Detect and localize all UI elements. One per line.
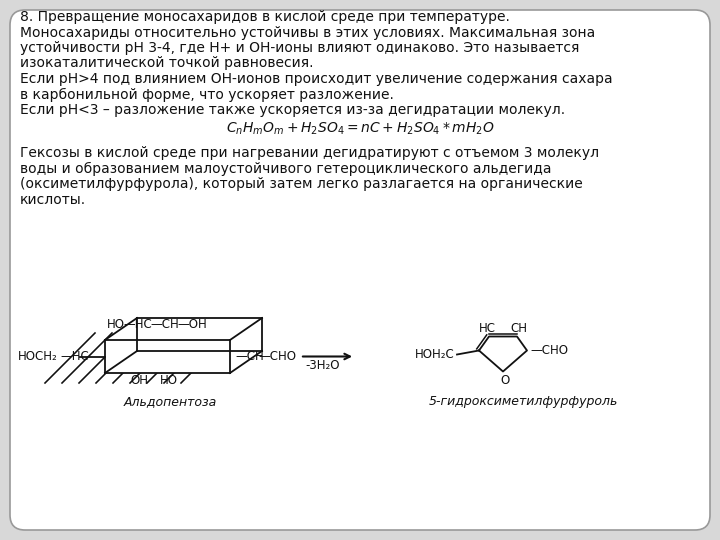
Text: устойчивости рН 3-4, где Н+ и ОН-ионы влияют одинаково. Это называется: устойчивости рН 3-4, где Н+ и ОН-ионы вл… bbox=[20, 41, 580, 55]
Text: —OH: —OH bbox=[177, 318, 207, 330]
Text: —CH: —CH bbox=[235, 350, 264, 363]
Text: —CH: —CH bbox=[150, 318, 179, 330]
Text: Гексозы в кислой среде при нагревании дегидратируют с отъемом 3 молекул: Гексозы в кислой среде при нагревании де… bbox=[20, 146, 599, 160]
Text: Если рН>4 под влиянием ОН-ионов происходит увеличение содержания сахара: Если рН>4 под влиянием ОН-ионов происход… bbox=[20, 72, 613, 86]
Text: —CHO: —CHO bbox=[530, 344, 568, 357]
Text: 8. Превращение моносахаридов в кислой среде при температуре.: 8. Превращение моносахаридов в кислой ср… bbox=[20, 10, 510, 24]
Text: —CHO: —CHO bbox=[258, 350, 296, 363]
Text: O: O bbox=[500, 374, 510, 387]
Text: Альдопентоза: Альдопентоза bbox=[123, 395, 217, 408]
Text: —HC: —HC bbox=[60, 350, 89, 363]
FancyBboxPatch shape bbox=[10, 10, 710, 530]
Text: HOH₂C: HOH₂C bbox=[415, 348, 455, 361]
Polygon shape bbox=[105, 318, 262, 373]
Text: OH: OH bbox=[130, 375, 148, 388]
Text: изокаталитической точкой равновесия.: изокаталитической точкой равновесия. bbox=[20, 57, 313, 71]
Text: воды и образованием малоустойчивого гетероциклического альдегида: воды и образованием малоустойчивого гете… bbox=[20, 161, 552, 176]
Text: -3H₂O: -3H₂O bbox=[305, 359, 340, 372]
Text: CH: CH bbox=[510, 322, 528, 335]
Text: HC: HC bbox=[479, 322, 495, 335]
Text: в карбонильной форме, что ускоряет разложение.: в карбонильной форме, что ускоряет разло… bbox=[20, 87, 394, 102]
Text: —HC: —HC bbox=[123, 318, 152, 330]
Text: $C_nH_mO_m + H_2SO_4 = nC + H_2SO_4*mH_2O$: $C_nH_mO_m + H_2SO_4 = nC + H_2SO_4*mH_2… bbox=[225, 120, 495, 137]
Text: HO: HO bbox=[107, 318, 125, 330]
Text: HOCH₂: HOCH₂ bbox=[18, 350, 58, 363]
Text: кислоты.: кислоты. bbox=[20, 192, 86, 206]
Text: 5-гидроксиметилфурфуроль: 5-гидроксиметилфурфуроль bbox=[428, 395, 618, 408]
Text: (оксиметилфурфурола), который затем легко разлагается на органические: (оксиметилфурфурола), который затем легк… bbox=[20, 177, 582, 191]
Text: HO: HO bbox=[160, 375, 178, 388]
Text: Если рН<3 – разложение также ускоряется из-за дегидратации молекул.: Если рН<3 – разложение также ускоряется … bbox=[20, 103, 565, 117]
Text: Моносахариды относительно устойчивы в этих условиях. Максимальная зона: Моносахариды относительно устойчивы в эт… bbox=[20, 25, 595, 39]
